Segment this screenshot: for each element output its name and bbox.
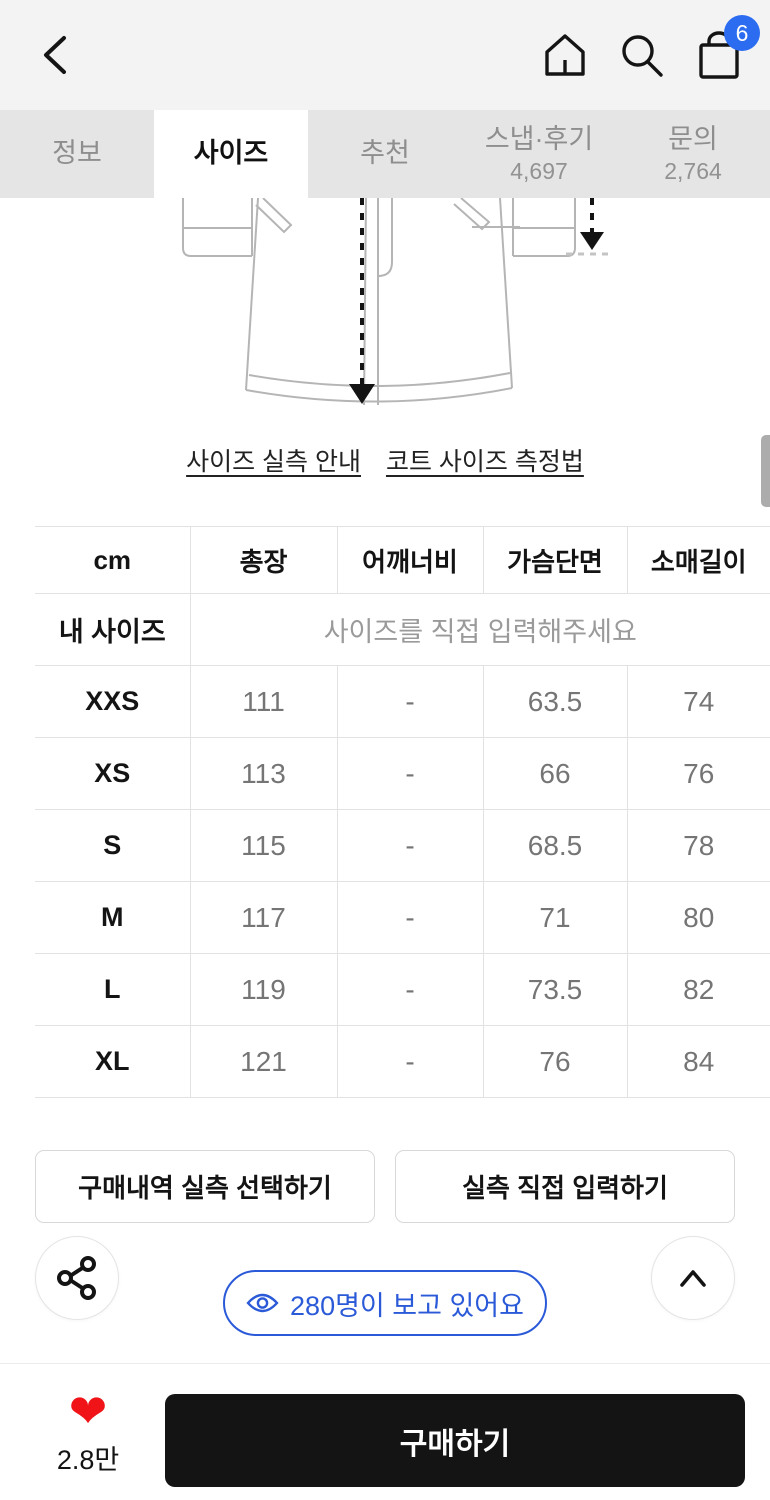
value-cell: 76 [626, 737, 770, 810]
search-button[interactable] [618, 31, 666, 79]
size-cell: S [103, 830, 122, 860]
value-cell: 113 [189, 737, 337, 810]
buy-button[interactable]: 구매하기 [165, 1394, 745, 1487]
measurement-actions: 구매내역 실측 선택하기 실측 직접 입력하기 [35, 1150, 735, 1223]
tab-size[interactable]: 사이즈 [154, 110, 308, 198]
tab-inquiry[interactable]: 문의 2,764 [616, 110, 770, 198]
value-cell: 73.5 [482, 953, 627, 1026]
size-cell: XS [94, 758, 131, 788]
select-purchase-history-button[interactable]: 구매내역 실측 선택하기 [35, 1150, 375, 1223]
tab-recommend[interactable]: 추천 [308, 110, 462, 198]
value-cell: - [336, 953, 483, 1026]
value-cell: 71 [482, 881, 627, 954]
chevron-up-icon [680, 1270, 706, 1287]
table-row: XL 121 - 76 84 [35, 1025, 770, 1098]
scroll-to-top-button[interactable] [651, 1236, 735, 1320]
tab-count: 4,697 [510, 157, 568, 184]
like-count: 2.8만 [56, 1445, 120, 1475]
size-cell: XL [94, 1046, 130, 1076]
value-cell: 68.5 [482, 809, 627, 882]
coat-measure-guide-link[interactable]: 코트 사이즈 측정법 [385, 448, 584, 476]
value-cell: 76 [482, 1025, 627, 1098]
value-cell: 115 [189, 809, 337, 882]
my-size-row: 내 사이즈 사이즈를 직접 입력해주세요 [35, 593, 770, 666]
top-header: 6 [0, 0, 770, 110]
tab-info[interactable]: 정보 [0, 110, 154, 198]
size-cell: M [101, 902, 124, 932]
scrollbar-thumb[interactable] [761, 435, 770, 507]
back-button[interactable] [28, 28, 82, 82]
unit-header: cm [93, 544, 132, 575]
col-header-chest: 가슴단면 [482, 526, 627, 594]
col-header-sleeve: 소매길이 [626, 526, 770, 594]
size-table-header-row: cm 총장 어깨너비 가슴단면 소매길이 [35, 526, 770, 594]
tab-label: 문의 [668, 123, 718, 154]
table-row: M 117 - 71 80 [35, 881, 770, 954]
home-icon [545, 34, 585, 76]
value-cell: - [336, 1025, 483, 1098]
total-length-arrow [349, 198, 375, 404]
col-header-total-length: 총장 [189, 526, 337, 594]
value-cell: 80 [626, 881, 770, 954]
guide-links: 사이즈 실측 안내 코트 사이즈 측정법 [0, 442, 770, 478]
size-cell: L [104, 974, 121, 1004]
cart-button[interactable]: 6 [694, 15, 760, 81]
value-cell: 66 [482, 737, 627, 810]
value-cell: 119 [189, 953, 337, 1026]
cart-badge: 6 [724, 15, 760, 51]
value-cell: 63.5 [482, 665, 627, 738]
tab-label: 스냅·후기 [484, 123, 594, 154]
search-icon [622, 35, 663, 77]
table-row: XS 113 - 66 76 [35, 737, 770, 810]
product-tabbar: 정보 사이즈 추천 스냅·후기 4,697 문의 2,764 [0, 110, 770, 198]
back-chevron-icon [44, 36, 66, 74]
value-cell: 82 [626, 953, 770, 1026]
value-cell: 78 [626, 809, 770, 882]
table-row: S 115 - 68.5 78 [35, 809, 770, 882]
tab-label: 추천 [360, 138, 410, 169]
size-table: cm 총장 어깨너비 가슴단면 소매길이 내 사이즈 사이즈를 직접 입력해주세… [35, 526, 770, 1098]
purchase-bar: ❤ 2.8만 구매하기 [0, 1363, 770, 1500]
value-cell: 117 [189, 881, 337, 954]
viewers-text: 280명이 보고 있어요 [290, 1290, 524, 1321]
table-row: XXS 111 - 63.5 74 [35, 665, 770, 738]
coat-measurement-diagram [182, 198, 614, 406]
live-viewers-pill[interactable]: 280명이 보고 있어요 [223, 1270, 547, 1336]
heart-icon: ❤ [68, 1385, 108, 1437]
tab-label: 사이즈 [193, 138, 269, 169]
value-cell: - [336, 665, 483, 738]
tab-count: 2,764 [664, 157, 722, 184]
share-button[interactable] [35, 1236, 119, 1320]
sleeve-length-arrow [580, 198, 604, 250]
size-cell: XXS [85, 686, 140, 716]
my-size-input[interactable]: 사이즈를 직접 입력해주세요 [189, 593, 770, 666]
value-cell: - [336, 881, 483, 954]
value-cell: 84 [626, 1025, 770, 1098]
value-cell: 74 [626, 665, 770, 738]
value-cell: 111 [189, 665, 337, 738]
tab-snap-reviews[interactable]: 스냅·후기 4,697 [462, 110, 616, 198]
enter-measurements-button[interactable]: 실측 직접 입력하기 [395, 1150, 735, 1223]
home-button[interactable] [540, 30, 590, 80]
table-row: L 119 - 73.5 82 [35, 953, 770, 1026]
tab-label: 정보 [52, 138, 102, 169]
col-header-shoulder: 어깨너비 [336, 526, 483, 594]
value-cell: - [336, 737, 483, 810]
like-button[interactable]: ❤ 2.8만 [48, 1388, 128, 1477]
my-size-label: 내 사이즈 [58, 617, 166, 647]
value-cell: - [336, 809, 483, 882]
value-cell: 121 [189, 1025, 337, 1098]
share-icon [57, 1256, 96, 1300]
size-guide-link[interactable]: 사이즈 실측 안내 [186, 448, 362, 476]
eye-icon [246, 1293, 279, 1313]
